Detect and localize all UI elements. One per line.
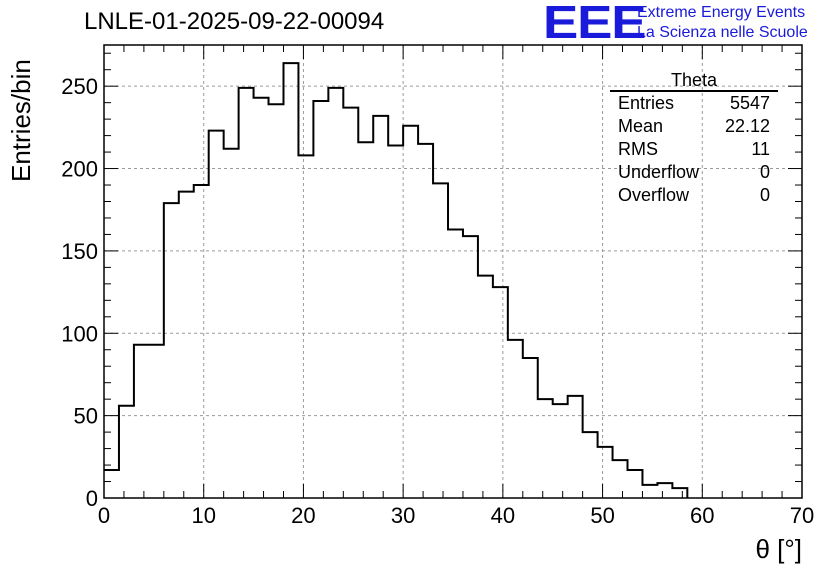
histogram-bin [642, 485, 657, 498]
y-tick-label: 100 [61, 321, 98, 346]
histogram-bin [104, 470, 119, 498]
histogram-bin [149, 345, 164, 498]
histogram-bin [119, 406, 134, 498]
x-tick-label: 10 [191, 503, 215, 528]
histogram-bin [254, 98, 269, 498]
stats-label: Overflow [618, 185, 690, 205]
histogram-bin [598, 447, 613, 498]
chart-title: LNLE-01-2025-09-22-00094 [84, 8, 385, 35]
stats-label: Mean [618, 116, 664, 136]
histogram-bin [657, 483, 672, 498]
stats-row: Underflow 0 [610, 161, 778, 184]
eee-logo-mark: EEE [543, 0, 647, 48]
x-tick-label: 60 [690, 503, 714, 528]
x-tick-label: 0 [98, 503, 110, 528]
histogram-bin [463, 236, 478, 498]
histogram-bin [628, 470, 643, 498]
stats-value: 0 [759, 185, 770, 205]
plot-frame [103, 44, 803, 499]
histogram-bin [313, 101, 328, 498]
histogram-bin [209, 131, 224, 498]
histogram-bin [433, 183, 448, 498]
stats-row: Entries 5547 [610, 92, 778, 115]
histogram-series [104, 62, 689, 498]
histogram-bin [298, 155, 313, 498]
x-axis-label: θ [°] [755, 534, 802, 564]
stats-label: Underflow [618, 162, 700, 182]
histogram-bin [343, 108, 358, 498]
stats-value: 22.12 [724, 116, 770, 136]
x-tick-label: 40 [491, 503, 515, 528]
stats-row: Mean 22.12 [610, 115, 778, 138]
stats-title: Theta [610, 70, 778, 92]
x-tick-label: 50 [590, 503, 614, 528]
histogram-bin [508, 340, 523, 498]
histogram-bin [283, 63, 298, 498]
x-tick-label: 20 [291, 503, 315, 528]
stats-value: 5547 [729, 93, 770, 113]
x-tick-label: 70 [790, 503, 814, 528]
histogram-bin [553, 404, 568, 498]
histogram-bin [613, 460, 628, 498]
histogram-bin [672, 488, 687, 498]
x-tick-label: 30 [391, 503, 415, 528]
histogram-bin [328, 88, 343, 498]
y-tick-label: 0 [86, 486, 98, 511]
stats-value: 11 [751, 139, 770, 159]
histogram-bin [179, 192, 194, 498]
stats-label: RMS [618, 139, 658, 159]
histogram-bin [448, 229, 463, 498]
histogram-bin [164, 203, 179, 498]
histogram-bin [134, 345, 149, 498]
logo-subtitle-1: Extreme Energy Events [637, 4, 806, 21]
stats-row: RMS 11 [610, 138, 778, 161]
histogram-bin [403, 126, 418, 498]
stats-row: Overflow 0 [610, 184, 778, 207]
histogram-bin [224, 149, 239, 498]
histogram-bin [478, 276, 493, 498]
y-tick-label: 50 [74, 404, 98, 429]
histogram-bin [194, 185, 209, 498]
y-tick-label: 200 [61, 157, 98, 182]
logo-subtitle-2: La Scienza nelle Scuole [637, 24, 808, 41]
stats-box: Theta Entries 5547 Mean 22.12 RMS 11 Underflow… [610, 70, 778, 207]
y-tick-label: 250 [61, 74, 98, 99]
histogram-bin [583, 432, 598, 498]
y-tick-label: 150 [61, 239, 98, 264]
histogram-bin [493, 287, 508, 498]
stats-label: Entries [618, 93, 675, 113]
histogram-bin [388, 145, 403, 498]
histogram-bin [568, 396, 583, 498]
eee-logo: EEE Extreme Energy Events La Scienza nel… [543, 0, 833, 48]
histogram-bin [538, 399, 553, 498]
histogram-bin [239, 88, 254, 498]
histogram-bin [373, 116, 388, 498]
histogram-bin [358, 142, 373, 498]
histogram-bin [523, 358, 538, 498]
histogram-bin [269, 104, 284, 498]
y-axis-label: Entries/bin [6, 59, 36, 182]
stats-value: 0 [759, 162, 770, 182]
histogram-bin [418, 144, 433, 498]
